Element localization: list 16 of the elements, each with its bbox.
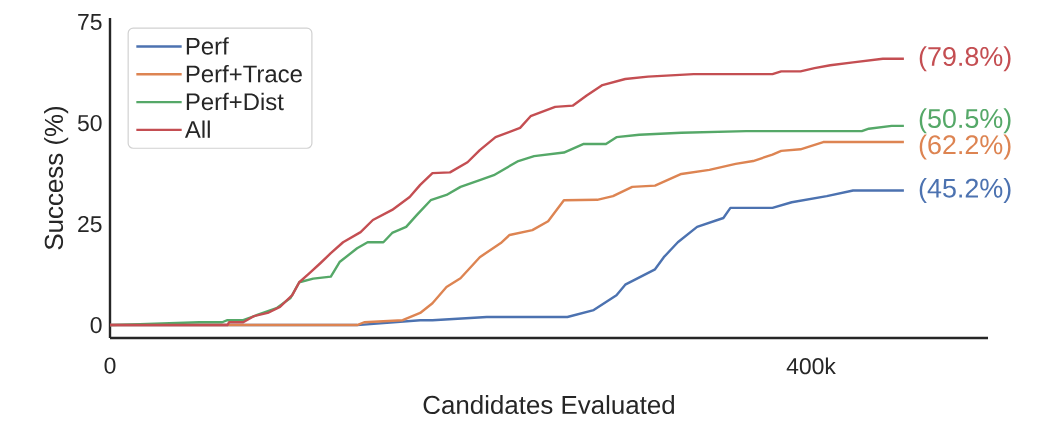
annotation: (62.2%) <box>919 134 1011 160</box>
legend-label: Perf+Dist <box>186 92 284 111</box>
y-tick-label: 50 <box>77 114 102 132</box>
legend-label: Perf+Trace <box>186 64 302 83</box>
x-tick-label: 400k <box>786 357 836 375</box>
annotation: (45.2%) <box>919 177 1011 204</box>
x-axis-title: Candidates Evaluated <box>423 395 674 415</box>
annotation: (50.5%) <box>919 108 1011 134</box>
y-tick-label: 0 <box>90 316 102 334</box>
y-tick-label: 25 <box>78 215 102 233</box>
y-axis-title: Success (%) <box>44 106 69 250</box>
y-tick-label: 75 <box>78 14 102 31</box>
annotation: (79.8%) <box>919 46 1011 72</box>
legend-label: All <box>184 120 210 138</box>
legend-label: Perf <box>186 37 229 55</box>
line-series <box>108 57 906 327</box>
